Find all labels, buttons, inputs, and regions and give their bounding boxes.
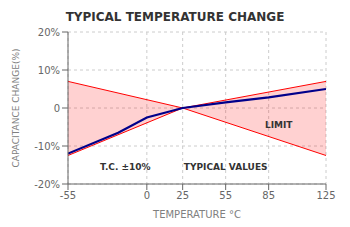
svg-text:10%: 10% — [38, 65, 60, 76]
svg-text:85: 85 — [262, 190, 275, 201]
svg-text:-55: -55 — [60, 190, 76, 201]
svg-text:TYPICAL VALUES: TYPICAL VALUES — [184, 162, 268, 172]
svg-text:-10%: -10% — [34, 141, 60, 152]
svg-text:55: 55 — [219, 190, 232, 201]
svg-text:20%: 20% — [38, 27, 60, 38]
svg-text:0: 0 — [144, 190, 150, 201]
svg-text:0: 0 — [54, 103, 60, 114]
svg-text:LIMIT: LIMIT — [265, 120, 293, 130]
svg-text:TEMPERATURE °C: TEMPERATURE °C — [152, 209, 241, 218]
svg-text:25: 25 — [176, 190, 189, 201]
svg-text:-20%: -20% — [34, 179, 60, 190]
svg-text:CAPACITANCE CHANGE(%): CAPACITANCE CHANGE(%) — [11, 49, 21, 168]
svg-text:T.C. ±10%: T.C. ±10% — [100, 162, 150, 172]
html-text:TYPICAL TEMPERATURE CHANGE: TYPICAL TEMPERATURE CHANGE — [65, 10, 285, 24]
svg-text:125: 125 — [316, 190, 335, 201]
